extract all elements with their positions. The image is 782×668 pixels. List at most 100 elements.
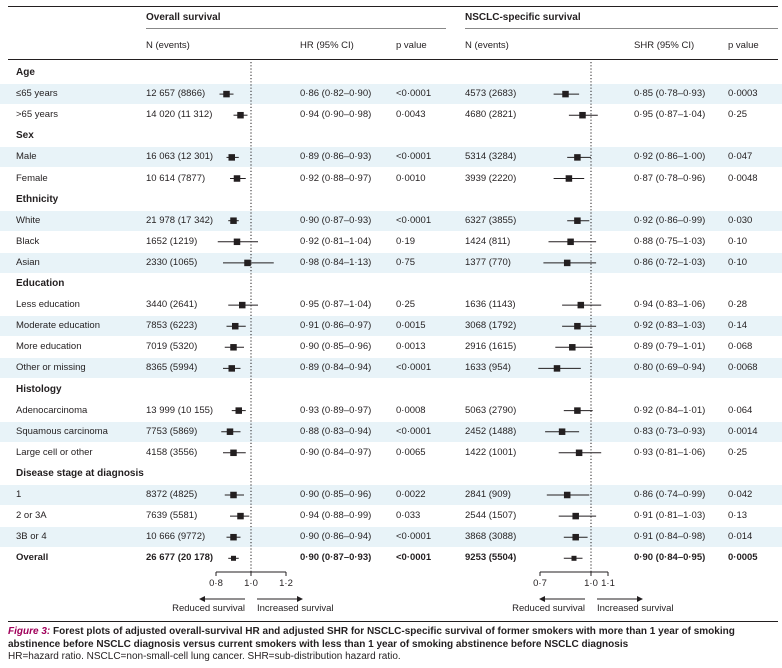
- cell-hr: 0·90 (0·84–0·97): [300, 446, 372, 458]
- reduced-survival-label-ns: Reduced survival: [512, 603, 585, 614]
- p-value-header-os: p value: [396, 40, 427, 51]
- cell-p-os: 0·0022: [396, 489, 426, 500]
- cell-n-ns: 1636 (1143): [465, 299, 516, 311]
- point-estimate-os: [235, 407, 242, 414]
- cell-p-os: 0·0043: [396, 109, 426, 121]
- cell-shr: 0·92 (0·84–1·01): [634, 404, 706, 416]
- cell-n-ns: 4573 (2683): [465, 88, 517, 100]
- tick-label-ns: 0·7: [533, 578, 547, 589]
- row-band: [0, 527, 782, 548]
- point-estimate-os: [230, 491, 237, 499]
- cell-p-os: <0·0001: [396, 552, 432, 564]
- cell-p-ns: 0·0005: [728, 552, 758, 564]
- cell-p-ns: 0·030: [728, 214, 753, 226]
- cell-label: 2 or 3A: [16, 510, 47, 522]
- tick-label-ns: 1·1: [601, 578, 615, 589]
- cell-n-os: 26 677 (20 178): [146, 552, 214, 564]
- figure-abbreviations: HR=hazard ratio. NSCLC=non-small-cell lu…: [8, 651, 401, 662]
- cell-shr: 0·85 (0·78–0·93): [634, 88, 706, 100]
- point-estimate-os: [226, 428, 234, 435]
- point-estimate-ns: [574, 154, 581, 161]
- nsclc-survival-title: NSCLC-specific survival: [465, 12, 581, 23]
- point-estimate-ns: [574, 217, 581, 224]
- point-estimate-os: [237, 512, 244, 520]
- right-arrow-head-ns: [637, 596, 643, 602]
- point-estimate-ns: [574, 322, 581, 330]
- cell-shr: 0·87 (0·78–0·96): [634, 172, 706, 184]
- row-band: [0, 84, 782, 105]
- cell-label: White: [16, 214, 41, 226]
- bottom-rule: [8, 621, 778, 622]
- cell-n-ns: 3939 (2220): [465, 172, 517, 184]
- cell-hr: 0·92 (0·88–0·97): [300, 172, 372, 184]
- cell-n-os: 2330 (1065): [146, 256, 198, 268]
- cell-p-os: <0·0001: [396, 425, 432, 437]
- cell-n-ns: 2841 (909): [465, 489, 511, 500]
- cell-p-os: 0·0010: [396, 172, 426, 184]
- point-estimate-os: [233, 175, 241, 182]
- left-arrow-head-os: [199, 596, 205, 602]
- cell-label: 3B or 4: [16, 531, 47, 543]
- point-estimate-ns: [563, 491, 571, 499]
- point-estimate-ns: [572, 533, 579, 541]
- cell-label: Less education: [16, 299, 80, 311]
- overall-title-underline: [146, 28, 446, 29]
- point-estimate-os: [228, 365, 235, 372]
- figure-label: Figure 3:: [8, 626, 51, 637]
- cell-n-ns: 5314 (3284): [465, 151, 517, 163]
- point-estimate-os: [230, 344, 237, 351]
- cell-p-ns: 0·0048: [728, 172, 758, 184]
- point-estimate-ns: [562, 90, 569, 98]
- cell-p-os: <0·0001: [396, 362, 432, 374]
- cell-shr: 0·92 (0·86–0·99): [634, 214, 706, 226]
- cell-p-ns: 0·014: [728, 531, 753, 543]
- cell-n-os: 10 666 (9772): [146, 531, 206, 543]
- cell-p-ns: 0·0068: [728, 362, 758, 374]
- cell-hr: 0·90 (0·85–0·96): [300, 341, 372, 353]
- cell-hr: 0·90 (0·85–0·96): [300, 489, 372, 500]
- point-estimate-os: [228, 154, 235, 161]
- cell-hr: 0·94 (0·90–0·98): [300, 109, 372, 121]
- cell-shr: 0·91 (0·84–0·98): [634, 531, 706, 543]
- cell-p-os: 0·0013: [396, 341, 426, 353]
- cell-p-os: 0·033: [396, 510, 421, 522]
- cell-n-os: 7639 (5581): [146, 510, 198, 522]
- point-estimate-ns: [567, 238, 574, 246]
- section-heading: Age: [16, 67, 35, 78]
- point-estimate-ns: [558, 428, 566, 435]
- cell-p-os: 0·0065: [396, 446, 426, 458]
- figure-caption: Figure 3: Forest plots of adjusted overa…: [8, 626, 778, 664]
- tick-label-os: 0·8: [209, 578, 223, 589]
- cell-shr: 0·91 (0·81–1·03): [634, 510, 706, 522]
- cell-hr: 0·95 (0·87–1·04): [300, 299, 372, 311]
- tick-label-os: 1·2: [279, 578, 293, 589]
- cell-hr: 0·88 (0·83–0·94): [300, 425, 372, 437]
- cell-n-os: 8372 (4825): [146, 489, 198, 500]
- point-estimate-ns: [571, 555, 577, 561]
- point-estimate-os: [232, 322, 239, 330]
- cell-hr: 0·91 (0·86–0·97): [300, 320, 372, 332]
- cell-shr: 0·94 (0·83–1·06): [634, 299, 706, 311]
- cell-n-ns: 3068 (1792): [465, 320, 517, 332]
- cell-hr: 0·89 (0·86–0·93): [300, 151, 372, 163]
- cell-n-ns: 1422 (1001): [465, 446, 517, 458]
- right-arrow-head-os: [297, 596, 303, 602]
- point-estimate-os: [230, 449, 237, 457]
- cell-label: 1: [16, 489, 22, 500]
- cell-n-ns: 9253 (5504): [465, 552, 517, 564]
- cell-n-os: 14 020 (11 312): [146, 109, 213, 121]
- increased-survival-label-os: Increased survival: [257, 603, 334, 614]
- cell-label: Squamous carcinoma: [16, 425, 108, 437]
- cell-hr: 0·89 (0·84–0·94): [300, 362, 372, 374]
- cell-shr: 0·86 (0·72–1·03): [634, 256, 706, 268]
- cell-hr: 0·90 (0·87–0·93): [300, 214, 372, 226]
- reduced-survival-label-os: Reduced survival: [172, 603, 245, 614]
- figure-title: Forest plots of adjusted overall-surviva…: [8, 626, 735, 650]
- cell-shr: 0·89 (0·79–1·01): [634, 341, 706, 353]
- cell-p-ns: 0·0003: [728, 88, 758, 100]
- hr-ci-header: HR (95% CI): [300, 40, 354, 51]
- section-heading: Education: [16, 278, 65, 289]
- cell-p-os: 0·0008: [396, 404, 426, 416]
- row-band: [0, 252, 782, 273]
